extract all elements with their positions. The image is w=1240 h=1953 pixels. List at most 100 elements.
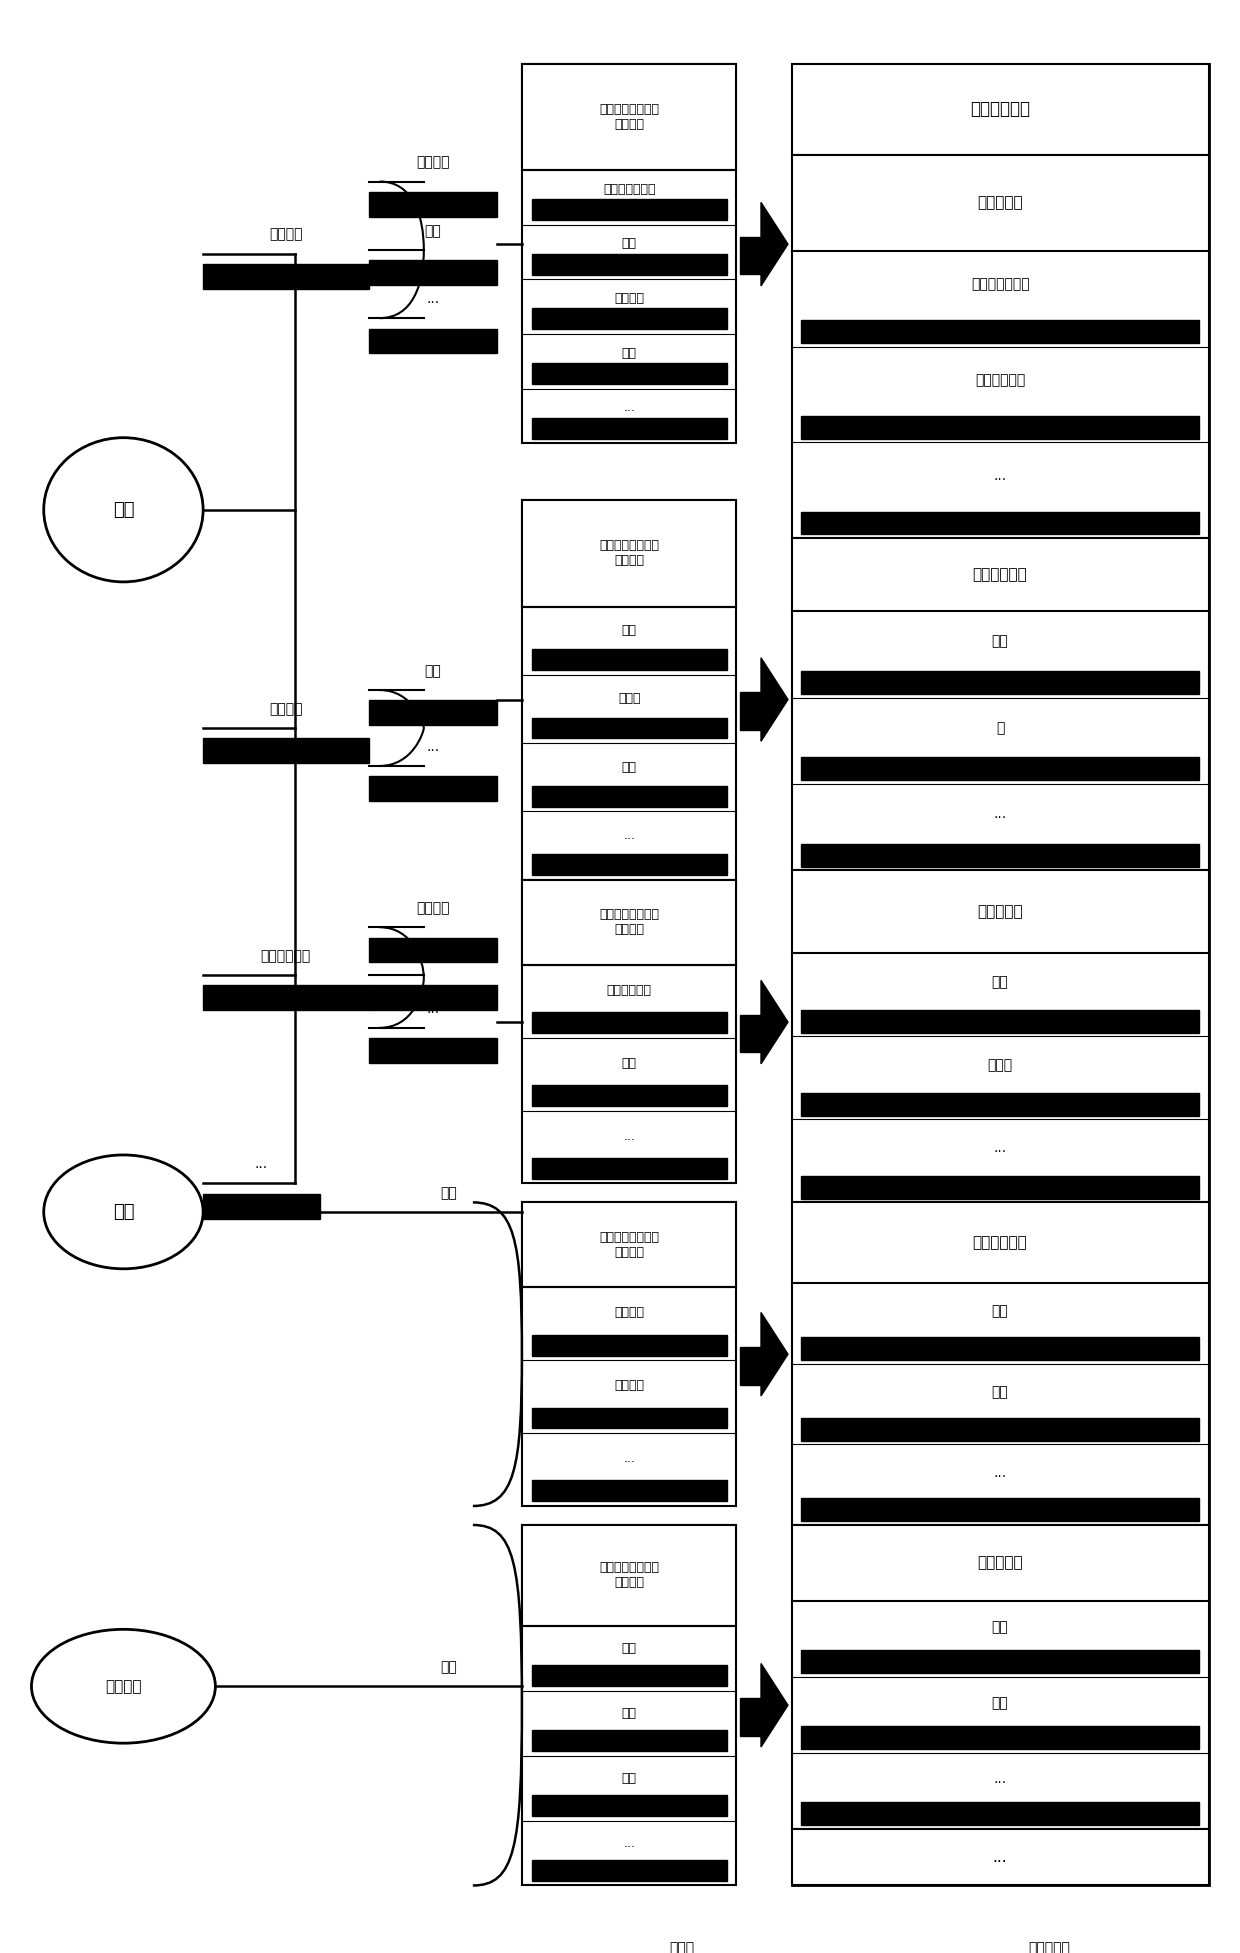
Text: 统计学工况: 统计学工况 — [977, 195, 1023, 211]
Bar — [801, 1498, 1199, 1521]
Text: 流体力学工况: 流体力学工况 — [972, 1234, 1028, 1250]
Bar — [740, 1348, 761, 1385]
Bar — [368, 777, 497, 801]
Text: 电压: 电压 — [621, 1771, 636, 1785]
Text: 切削力的范围: 切削力的范围 — [975, 373, 1025, 387]
Text: 车间环境: 车间环境 — [105, 1680, 141, 1693]
Polygon shape — [914, 1910, 939, 1953]
Bar — [532, 1334, 727, 1355]
Bar — [203, 738, 368, 764]
Text: 通过感知数据收集
到的数据: 通过感知数据收集 到的数据 — [599, 1562, 660, 1590]
Bar — [368, 937, 497, 963]
Text: 工况包含内容: 工况包含内容 — [970, 100, 1030, 119]
Bar — [804, 1941, 914, 1953]
Bar — [368, 260, 497, 285]
Bar — [522, 64, 737, 443]
Bar — [791, 154, 1209, 539]
Text: 工件: 工件 — [113, 1203, 134, 1221]
Bar — [791, 1828, 1209, 1885]
Text: 工件尺寸: 工件尺寸 — [614, 1307, 645, 1320]
Bar — [801, 1010, 1199, 1033]
Bar — [532, 785, 727, 807]
Polygon shape — [761, 1664, 787, 1748]
Text: 振动: 振动 — [621, 348, 636, 359]
Text: 主轴电机: 主轴电机 — [417, 156, 450, 170]
Text: ...: ... — [993, 469, 1007, 482]
Bar — [532, 1666, 727, 1685]
Text: ...: ... — [624, 1129, 635, 1143]
Bar — [532, 363, 727, 385]
Text: ...: ... — [624, 1838, 635, 1849]
Bar — [203, 984, 368, 1010]
Bar — [801, 1650, 1199, 1674]
Bar — [522, 500, 737, 607]
Text: 振动: 振动 — [621, 623, 636, 637]
Bar — [801, 512, 1199, 535]
Bar — [522, 500, 737, 879]
Bar — [801, 1176, 1199, 1199]
Text: 通过感知数据收集
到的数据: 通过感知数据收集 到的数据 — [599, 1230, 660, 1260]
Bar — [532, 1480, 727, 1502]
Text: 工件质量: 工件质量 — [614, 1379, 645, 1392]
Text: 伺服电机: 伺服电机 — [417, 900, 450, 916]
Text: 热力学工况: 热力学工况 — [977, 904, 1023, 920]
Text: 温度: 温度 — [992, 975, 1008, 990]
Text: 机床: 机床 — [113, 500, 134, 519]
Text: ...: ... — [427, 1002, 440, 1016]
Text: 主轴速度: 主轴速度 — [614, 293, 645, 305]
Bar — [740, 691, 761, 730]
Text: 速度: 速度 — [992, 1305, 1008, 1318]
Text: 结构力学工况: 结构力学工况 — [972, 566, 1028, 582]
Bar — [368, 328, 497, 353]
Text: ...: ... — [993, 807, 1007, 820]
Bar — [532, 1012, 727, 1033]
Text: 主轴: 主轴 — [424, 225, 441, 238]
Text: 位移: 位移 — [992, 635, 1008, 648]
Bar — [532, 418, 727, 439]
Text: 力: 力 — [996, 721, 1004, 734]
Bar — [801, 1338, 1199, 1359]
Text: 计算与分析: 计算与分析 — [1028, 1941, 1070, 1953]
Text: ...: ... — [427, 293, 440, 307]
Bar — [532, 254, 727, 275]
Bar — [522, 1203, 737, 1506]
Bar — [532, 1795, 727, 1816]
Bar — [801, 672, 1199, 693]
Polygon shape — [761, 980, 787, 1064]
Text: 温度: 温度 — [621, 1057, 636, 1070]
Text: ...: ... — [624, 1453, 635, 1465]
Text: 刀具系统: 刀具系统 — [269, 701, 303, 717]
Bar — [740, 236, 761, 275]
Bar — [791, 539, 1209, 871]
Text: 热流率: 热流率 — [987, 1059, 1013, 1072]
Text: 进给轴: 进给轴 — [420, 949, 445, 963]
Text: 主轴系统: 主轴系统 — [269, 229, 303, 242]
Text: 伺服进给系统: 伺服进给系统 — [260, 949, 311, 963]
Text: 电势: 电势 — [992, 1697, 1008, 1711]
Bar — [791, 64, 1209, 154]
Text: 压力: 压力 — [992, 1385, 1008, 1398]
Bar — [791, 1525, 1209, 1828]
Text: 湿度: 湿度 — [621, 1707, 636, 1721]
Text: 主轴电机功率表: 主轴电机功率表 — [603, 184, 656, 195]
Bar — [522, 1525, 737, 1885]
Text: 磁势: 磁势 — [992, 1621, 1008, 1635]
Text: ...: ... — [993, 1849, 1007, 1865]
Bar — [791, 871, 1209, 1203]
Text: 温度: 温度 — [621, 760, 636, 773]
Bar — [522, 879, 737, 1184]
Bar — [801, 320, 1199, 344]
Text: 电磁学工况: 电磁学工况 — [977, 1555, 1023, 1570]
Text: 通过感知数据收集
到的数据: 通过感知数据收集 到的数据 — [599, 104, 660, 131]
Bar — [522, 64, 737, 170]
Bar — [368, 984, 497, 1010]
Bar — [791, 1203, 1209, 1525]
Bar — [368, 1039, 497, 1062]
Text: 需要的工作空间: 需要的工作空间 — [971, 277, 1029, 291]
Polygon shape — [761, 658, 787, 742]
Polygon shape — [761, 1312, 787, 1396]
Bar — [791, 64, 1209, 1885]
Text: 车刀: 车刀 — [424, 664, 441, 678]
Text: 温度: 温度 — [621, 238, 636, 250]
Text: ...: ... — [993, 1141, 1007, 1156]
